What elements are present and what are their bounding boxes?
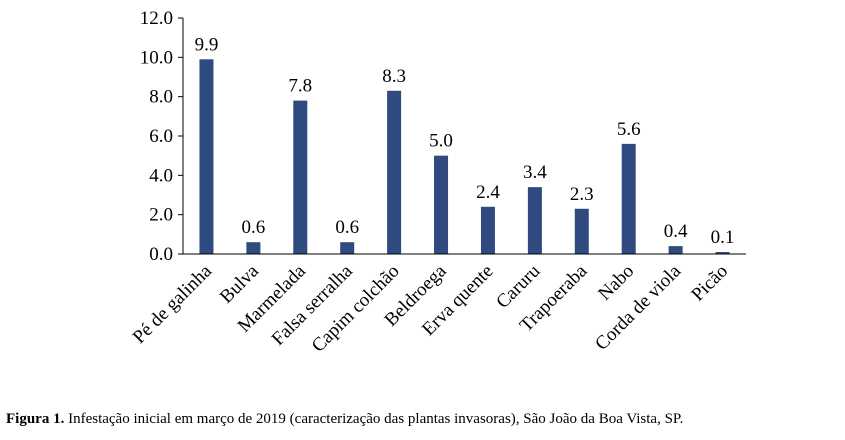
y-tick-label: 12.0 xyxy=(140,8,173,29)
data-label: 0.6 xyxy=(335,217,359,238)
caption-label: Figura 1. xyxy=(6,411,65,427)
x-tick-label: Corda de viola xyxy=(591,260,685,354)
y-tick-label: 4.0 xyxy=(149,165,173,186)
bar xyxy=(715,252,730,254)
bar xyxy=(480,206,495,254)
bar xyxy=(434,155,449,254)
caption-text: Infestação inicial em março de 2019 (car… xyxy=(64,411,684,427)
bar xyxy=(387,90,402,255)
bar xyxy=(527,187,542,254)
bar xyxy=(340,242,355,254)
figure-caption: Figura 1. Infestação inicial em março de… xyxy=(6,411,683,428)
bar xyxy=(574,208,589,254)
bar-chart: 0.0 2.0 4.0 6.0 8.0 10.0 12.0 9.9 0.6 7.8 0.6 8.3 5… xyxy=(129,8,746,356)
data-label: 8.3 xyxy=(382,66,406,87)
value-labels: 9.9 0.6 7.8 0.6 8.3 5.0 2.4 3.4 2.3 5.6 0.4 0.1 xyxy=(195,34,735,248)
y-tick-label: 0.0 xyxy=(149,244,173,265)
bars xyxy=(199,59,730,255)
data-label: 2.4 xyxy=(476,182,500,203)
y-tick-label: 2.0 xyxy=(149,205,173,226)
x-tick-label: Picão xyxy=(687,261,732,306)
data-label: 7.8 xyxy=(288,76,312,97)
bar xyxy=(293,100,308,254)
y-tick-label: 6.0 xyxy=(149,126,173,147)
data-label: 0.1 xyxy=(711,227,735,248)
data-label: 9.9 xyxy=(195,34,219,55)
y-tick-label: 10.0 xyxy=(140,47,173,68)
y-axis: 0.0 2.0 4.0 6.0 8.0 10.0 12.0 xyxy=(140,8,184,265)
bar xyxy=(246,242,261,254)
bar xyxy=(621,143,636,254)
data-label: 0.6 xyxy=(242,217,266,238)
data-label: 2.3 xyxy=(570,184,594,205)
bar xyxy=(668,246,683,254)
data-label: 3.4 xyxy=(523,162,547,183)
x-tick-label: Pé de galinha xyxy=(129,260,217,348)
data-label: 5.0 xyxy=(429,131,453,152)
data-label: 5.6 xyxy=(617,119,641,140)
bar xyxy=(199,59,214,254)
y-tick-label: 8.0 xyxy=(149,87,173,108)
data-label: 0.4 xyxy=(664,221,688,242)
